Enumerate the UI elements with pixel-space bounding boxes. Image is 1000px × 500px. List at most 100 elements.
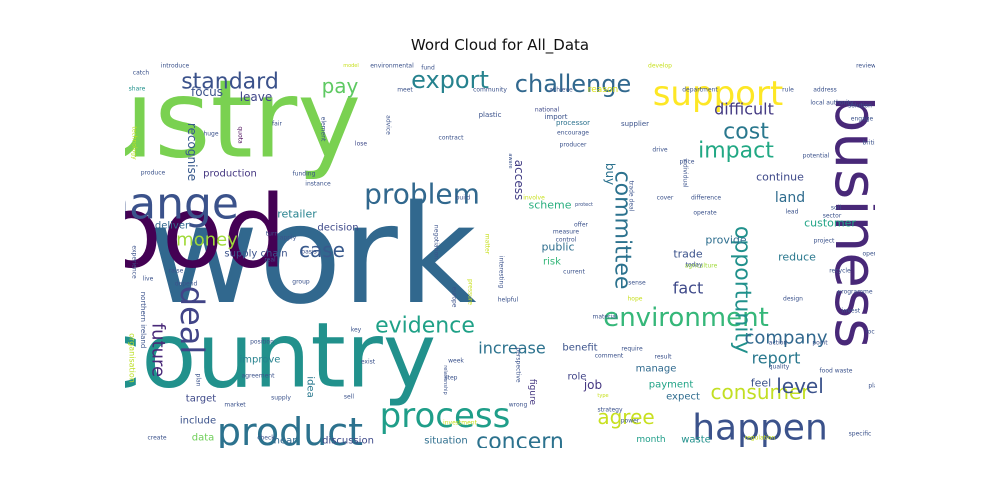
word-problem: problem: [364, 178, 480, 211]
word-level: level: [776, 374, 824, 398]
word-job: job: [583, 378, 602, 392]
word-focus: focus: [191, 85, 223, 99]
word-agriculture: agriculture: [685, 263, 718, 270]
word-lose: lose: [355, 141, 367, 148]
word-scheme: scheme: [528, 199, 571, 212]
word-instance: instance: [305, 181, 331, 188]
word-continue: continue: [756, 171, 804, 184]
word-include: include: [180, 416, 216, 427]
word-build: build: [456, 195, 471, 202]
word-export: export: [411, 66, 489, 94]
word-plan: plan: [195, 374, 202, 387]
word-achieve: achieve: [549, 87, 573, 94]
word-real: real: [264, 257, 276, 264]
word-processor: processor: [556, 119, 590, 127]
word-aware: aware: [507, 153, 513, 168]
word-money: money: [176, 230, 238, 251]
word-wrong: wrong: [509, 402, 528, 409]
word-product: product: [217, 410, 363, 448]
word-cloud: industryworkfoodcountrychangebusinesspro…: [125, 60, 875, 448]
word-recycle: recycle: [829, 268, 851, 275]
word-relationship: relationship: [442, 365, 448, 394]
word-food: food: [125, 174, 287, 291]
word-department: department: [682, 87, 718, 94]
word-advice: advice: [385, 115, 392, 135]
word-live: live: [143, 276, 154, 283]
word-power: power: [621, 418, 640, 425]
word-action: action: [769, 340, 788, 347]
word-reason: reason: [588, 85, 618, 95]
word-europe: europe: [451, 287, 458, 308]
word-producer: producer: [560, 142, 587, 149]
word-waste: waste: [681, 435, 711, 446]
word-northern-ireland: northern ireland: [139, 292, 147, 349]
word-sector: sector: [823, 213, 842, 220]
word-organisation: organisation: [128, 333, 137, 383]
word-decision: decision: [317, 223, 358, 234]
word-expect: expect: [666, 392, 700, 403]
word-perspective: perspective: [515, 347, 522, 382]
word-specific: specific: [849, 431, 872, 438]
word-design: design: [783, 296, 803, 303]
word-production: production: [203, 169, 257, 180]
word-engage: engage: [851, 116, 874, 123]
word-comment: comment: [595, 353, 624, 360]
word-plant: plant: [868, 383, 875, 390]
word-current: current: [563, 269, 585, 276]
word-meet: meet: [397, 87, 413, 94]
word-business: business: [822, 96, 875, 349]
word-fair: fair: [272, 121, 282, 128]
word-support: support: [653, 74, 784, 114]
word-potential: potential: [803, 153, 830, 160]
word-manage: manage: [636, 364, 677, 375]
word-contract: contract: [439, 135, 465, 142]
word-data: data: [192, 433, 215, 444]
word-pressure: pressure: [467, 279, 474, 305]
word-investment: investment: [443, 420, 478, 427]
word-country: country: [125, 304, 436, 409]
word-committee: committee: [610, 171, 635, 290]
word-strategy: strategy: [597, 407, 622, 414]
word-cost: cost: [723, 120, 769, 145]
word-increase: increase: [478, 339, 545, 358]
word-address: address: [813, 87, 837, 94]
word-review: review: [856, 63, 875, 70]
word-future: future: [148, 323, 169, 377]
word-food-waste: food waste: [820, 368, 853, 375]
word-risk: risk: [543, 257, 561, 268]
word-company: company: [745, 328, 828, 349]
word-price: price: [680, 159, 695, 166]
word-share: share: [129, 86, 146, 93]
word-difficult: difficult: [714, 100, 774, 119]
word-provide: provide: [705, 234, 747, 247]
word-feel: feel: [751, 377, 771, 390]
word-introduce: introduce: [161, 63, 190, 70]
word-experience: experience: [131, 245, 138, 279]
word-environmental: environmental: [370, 63, 414, 70]
word-british: british: [863, 140, 875, 147]
word-create: create: [147, 435, 166, 442]
word-invest: invest: [842, 308, 861, 315]
word-recognise: recognise: [185, 123, 199, 181]
word-open: open: [863, 251, 875, 258]
word-control: control: [556, 237, 577, 244]
word-agreement: agreement: [242, 373, 276, 380]
word-protect: protect: [575, 202, 593, 208]
word-quota: quota: [237, 126, 244, 144]
word-sense: sense: [628, 280, 646, 287]
word-concern: concern: [476, 430, 564, 449]
word-point: point: [812, 340, 828, 347]
word-drive: drive: [652, 147, 667, 154]
word-quality: quality: [769, 364, 790, 371]
word-develop: develop: [648, 63, 672, 70]
word-result: result: [655, 354, 673, 361]
word-evidence: evidence: [375, 314, 475, 339]
word-trade: trade: [673, 248, 703, 261]
word-challenge: challenge: [515, 70, 631, 98]
word-consumer: consumer: [710, 380, 810, 404]
word-target: target: [186, 394, 216, 405]
word-measure: measure: [553, 229, 579, 236]
word-process: process: [380, 396, 511, 436]
word-basis: basis: [301, 249, 316, 256]
word-hear: hear: [274, 436, 298, 447]
